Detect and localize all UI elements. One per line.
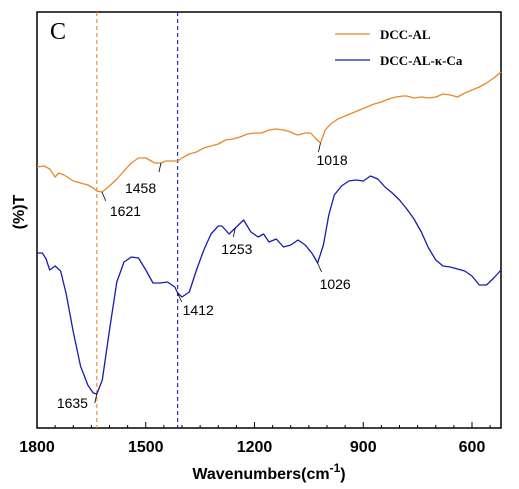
annotation-leader-1026 <box>317 262 322 273</box>
legend: DCC-AL DCC-AL-κ-Ca <box>335 27 463 68</box>
annotation-leader-1621 <box>101 191 107 202</box>
x-tick-label-1200: 1200 <box>237 439 273 456</box>
reference-lines <box>96 12 179 428</box>
x-tick-label-600: 600 <box>459 439 486 456</box>
x-tick-label-1500: 1500 <box>128 439 164 456</box>
annotation-label-1621: 1621 <box>110 203 141 219</box>
legend-label-dcc-al-k-ca: DCC-AL-κ-Ca <box>380 53 463 68</box>
x-tick-label-900: 900 <box>350 439 377 456</box>
y-axis-label: (%)T <box>11 194 28 229</box>
annotation-leader-1018 <box>318 142 321 153</box>
annotation-leader-1458 <box>158 162 162 173</box>
plot-frame <box>36 11 502 429</box>
annotation-label-1412: 1412 <box>183 302 214 318</box>
annotation-leader-1253 <box>232 227 236 238</box>
annotation-leader-1412 <box>177 292 183 303</box>
annotation-label-1026: 1026 <box>320 276 351 292</box>
peak-annotations: 1621 1458 1018 1635 1412 1253 1026 <box>57 142 351 411</box>
annotation-label-1018: 1018 <box>316 152 347 168</box>
annotation-label-1458: 1458 <box>125 180 156 196</box>
annotation-label-1253: 1253 <box>221 241 252 257</box>
series-line-0 <box>36 71 502 193</box>
x-axis-label: Wavenumbers(cm-1) <box>192 461 345 483</box>
panel-label: C <box>50 19 66 45</box>
series-line-1 <box>37 175 502 395</box>
x-axis-ticks: 1800 1500 1200 900 600 <box>19 422 491 456</box>
legend-label-dcc-al: DCC-AL <box>380 27 431 42</box>
series-layer <box>36 71 502 395</box>
annotation-label-1635: 1635 <box>57 395 88 411</box>
x-tick-label-1800: 1800 <box>19 439 55 456</box>
annotation-leader-1635 <box>94 393 98 404</box>
